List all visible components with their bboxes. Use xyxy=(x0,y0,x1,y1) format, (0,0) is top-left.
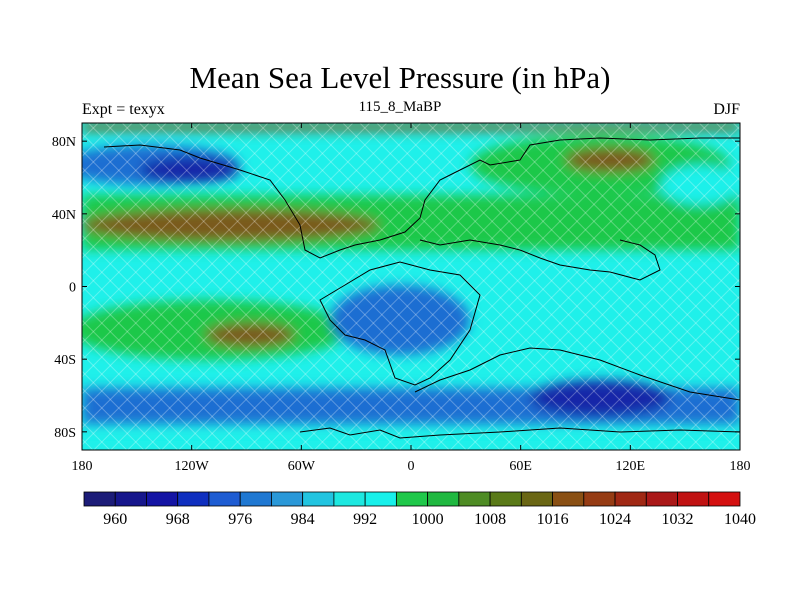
lon-tick-label: 60E xyxy=(509,459,532,474)
lat-tick-label: 80S xyxy=(54,426,76,441)
colorbar-swatch xyxy=(489,491,522,507)
colorbar-swatch xyxy=(302,491,335,507)
lat-tick-label: 40S xyxy=(54,353,76,368)
colorbar-swatch xyxy=(458,491,491,507)
coastlines xyxy=(103,137,740,439)
experiment-label: Expt = texyx xyxy=(82,101,165,118)
south-continent-coast xyxy=(319,261,481,386)
lat-tick-label: 0 xyxy=(69,281,76,296)
map-title: Mean Sea Level Pressure (in hPa) xyxy=(189,60,611,95)
colorbar-swatch xyxy=(677,491,710,507)
colorbar-swatch xyxy=(146,491,179,507)
colorbar-label: 960 xyxy=(103,511,127,528)
colorbar-swatch xyxy=(583,491,616,507)
colorbar-swatch xyxy=(271,491,304,507)
colorbar-swatch xyxy=(333,491,366,507)
lon-tick-label: 120E xyxy=(616,459,646,474)
antarctic-coast xyxy=(299,427,740,439)
period-label: 115_8_MaBP xyxy=(358,99,442,115)
colorbar: 960 968 976 984 992 1000 1008 1016 1024 1032 1040 xyxy=(83,491,756,528)
colorbar-swatch xyxy=(364,491,397,507)
colorbar-label: 1000 xyxy=(412,511,444,528)
colorbar-swatch xyxy=(520,491,553,507)
lon-tick-label: 180 xyxy=(730,459,751,474)
lat-tick-label: 40N xyxy=(52,208,76,223)
colorbar-swatch xyxy=(708,491,741,507)
colorbar-swatch xyxy=(614,491,647,507)
lon-tick-label: 180 xyxy=(72,459,93,474)
colorbar-label: 1008 xyxy=(474,511,506,528)
colorbar-label: 992 xyxy=(353,511,377,528)
colorbar-swatch xyxy=(208,491,241,507)
colorbar-label: 984 xyxy=(291,511,315,528)
season-label: DJF xyxy=(713,101,740,118)
axis-ticks: 180 120W 60W 0 60E 120E 180 80N 40N 0 40S 80S xyxy=(52,123,751,474)
colorbar-label: 1040 xyxy=(724,511,756,528)
colorbar-swatch xyxy=(114,491,147,507)
colorbar-swatch xyxy=(552,491,585,507)
colorbar-label: 1032 xyxy=(662,511,694,528)
colorbar-swatch xyxy=(83,491,116,507)
colorbar-label: 968 xyxy=(166,511,190,528)
colorbar-swatch xyxy=(239,491,272,507)
colorbar-label: 1016 xyxy=(537,511,569,528)
lat-tick-label: 80N xyxy=(52,135,76,150)
north-hemisphere-coast xyxy=(103,137,740,259)
colorbar-label: 1024 xyxy=(599,511,631,528)
colorbar-swatch xyxy=(395,491,429,507)
map-field xyxy=(82,123,740,450)
colorbar-swatch xyxy=(177,491,210,507)
colorbar-label: 976 xyxy=(228,511,252,528)
stipple-overlay xyxy=(82,123,740,450)
asia-south-coast xyxy=(419,239,661,281)
colorbar-swatch xyxy=(645,491,678,507)
lon-tick-label: 60W xyxy=(288,459,316,474)
lon-tick-label: 120W xyxy=(175,459,210,474)
southern-ocean-coast xyxy=(414,347,740,401)
lon-tick-label: 0 xyxy=(408,459,415,474)
colorbar-swatch xyxy=(427,491,460,507)
